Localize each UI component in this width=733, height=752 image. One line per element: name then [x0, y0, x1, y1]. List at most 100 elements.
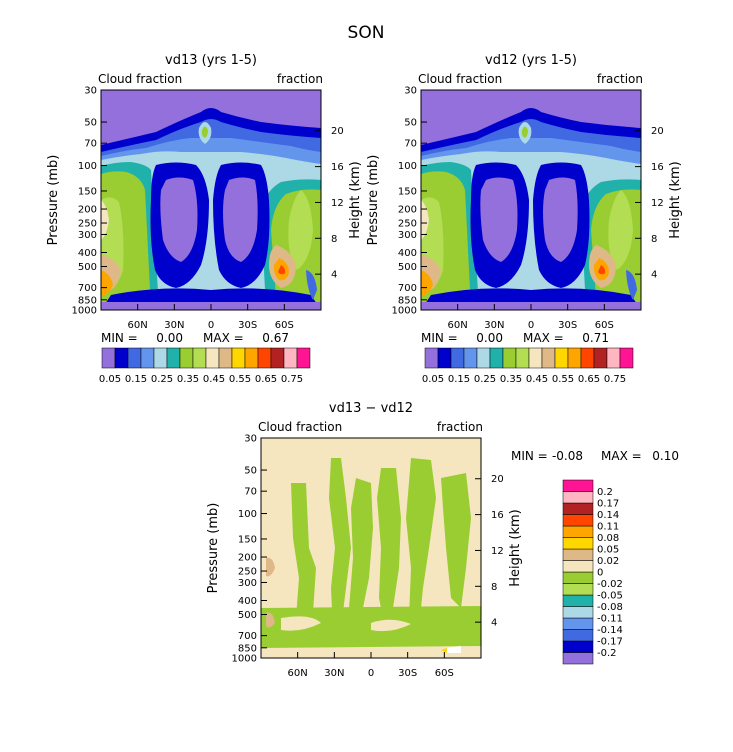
pressure-tick-label: 1000: [392, 306, 417, 317]
lat-tick-label: 30S: [558, 320, 577, 331]
colorbar-label: 0.05: [99, 374, 121, 385]
lat-tick-label: 0: [528, 320, 534, 331]
min-value: -0.08: [552, 449, 583, 463]
lat-tick-label: 60N: [448, 320, 468, 331]
contour-fill: [101, 90, 321, 310]
colorbar-label: 0.14: [597, 510, 619, 521]
colorbar-label: 0.2: [597, 487, 613, 498]
pressure-tick-label: 250: [238, 567, 257, 578]
pressure-tick-label: 400: [78, 248, 97, 259]
height-tick-label: 4: [651, 270, 657, 281]
colorbar-label: 0.11: [597, 522, 619, 533]
colorbar-label: 0.25: [151, 374, 173, 385]
panel-right-label: fraction: [597, 72, 643, 86]
height-tick-label: 16: [491, 510, 504, 521]
pressure-tick-label: 100: [78, 161, 97, 172]
pressure-tick-label: 850: [78, 295, 97, 306]
colorbar-swatch: [562, 583, 594, 596]
lat-tick-label: 30N: [324, 668, 344, 679]
y-axis-right-label: Height (km): [668, 161, 683, 238]
y-axis-label: Pressure (mb): [206, 503, 221, 594]
pressure-tick-label: 50: [404, 118, 417, 129]
colorbar-swatch: [562, 560, 594, 573]
lat-tick-label: 60N: [288, 668, 308, 679]
y-axis-right-label: Height (km): [348, 161, 363, 238]
colorbar-swatch: [562, 548, 594, 561]
height-tick-label: 20: [651, 126, 664, 137]
colorbar-label: 0.08: [597, 533, 619, 544]
colorbar-swatch: [502, 347, 517, 369]
colorbar-swatch: [515, 347, 530, 369]
colorbar-swatch: [593, 347, 608, 369]
height-ticks: 20 16 12 8 4: [635, 126, 664, 281]
pressure-tick-label: 1000: [232, 654, 257, 665]
pressure-tick-label: 150: [398, 186, 417, 197]
colorbar-swatch: [463, 347, 478, 369]
colorbar-label: -0.02: [597, 579, 623, 590]
colorbar-label: -0.17: [597, 637, 623, 648]
pressure-tick-label: 700: [398, 283, 417, 294]
pressure-tick-label: 100: [398, 161, 417, 172]
colorbar-label: 0.75: [604, 374, 626, 385]
colorbar-swatch: [450, 347, 465, 369]
colorbar-swatch: [567, 347, 582, 369]
pressure-tick-label: 400: [238, 596, 257, 607]
y-axis-right-label: Height (km): [508, 509, 523, 586]
colorbar-swatch: [424, 347, 439, 369]
colorbar-swatch: [101, 347, 116, 369]
colorbar-swatch: [296, 347, 311, 369]
colorbar-swatch: [562, 652, 594, 665]
colorbar-swatch: [562, 525, 594, 538]
colorbar-label: -0.08: [597, 602, 623, 613]
pressure-tick-label: 300: [398, 230, 417, 241]
pressure-tick-label: 300: [78, 230, 97, 241]
colorbar-label: 0.35: [177, 374, 199, 385]
pressure-tick-label: 200: [398, 205, 417, 216]
max-label: MAX =: [203, 331, 244, 345]
height-tick-label: 12: [491, 546, 504, 557]
lat-tick-label: 30S: [398, 668, 417, 679]
pressure-tick-label: 850: [398, 295, 417, 306]
pressure-tick-label: 30: [404, 86, 417, 97]
pressure-tick-label: 70: [404, 139, 417, 150]
colorbar-swatch: [153, 347, 168, 369]
colorbar-label: 0.15: [125, 374, 147, 385]
colorbar-swatch: [437, 347, 452, 369]
pressure-tick-label: 70: [244, 487, 257, 498]
pressure-tick-label: 700: [238, 631, 257, 642]
colorbar-top-right: 0.05 0.15 0.25 0.35 0.45 0.55 0.65 0.75: [422, 347, 634, 385]
colorbar-swatch: [489, 347, 504, 369]
pressure-tick-label: 250: [78, 219, 97, 230]
height-ticks: 20 16 12 8 4: [315, 126, 344, 281]
panel-left-label: Cloud fraction: [98, 72, 182, 86]
panel-title: vd13 − vd12: [329, 401, 413, 416]
colorbar-diff: -0.2-0.17-0.14-0.11-0.08-0.05-0.0200.020…: [562, 479, 623, 665]
colorbar-label: 0.45: [203, 374, 225, 385]
colorbar-swatch: [140, 347, 155, 369]
min-label: MIN =: [511, 449, 548, 463]
colorbar-swatch: [562, 606, 594, 619]
max-value: 0.67: [262, 331, 289, 345]
panel-left-label: Cloud fraction: [258, 420, 342, 434]
figure-title: SON: [348, 23, 385, 43]
lat-ticks: 60N 30N 0 30S 60S: [128, 304, 294, 331]
y-axis-label: Pressure (mb): [366, 155, 381, 246]
lat-tick-label: 60S: [435, 668, 454, 679]
colorbar-swatch: [476, 347, 491, 369]
pressure-tick-label: 500: [238, 610, 257, 621]
height-ticks: 20 16 12 8 4: [475, 474, 504, 629]
colorbar-swatch: [562, 502, 594, 515]
colorbar-swatch: [283, 347, 298, 369]
colorbar-swatch: [562, 491, 594, 504]
colorbar-swatch: [580, 347, 595, 369]
panel-top-left: vd13 (yrs 1-5) Cloud fraction fraction 3…: [46, 53, 363, 345]
contour-fill: [261, 438, 481, 658]
min-value: 0.00: [156, 331, 183, 345]
colorbar-label: -0.2: [597, 648, 617, 659]
colorbar-swatch: [562, 617, 594, 630]
height-tick-label: 8: [491, 582, 497, 593]
colorbar-label: -0.11: [597, 614, 623, 625]
